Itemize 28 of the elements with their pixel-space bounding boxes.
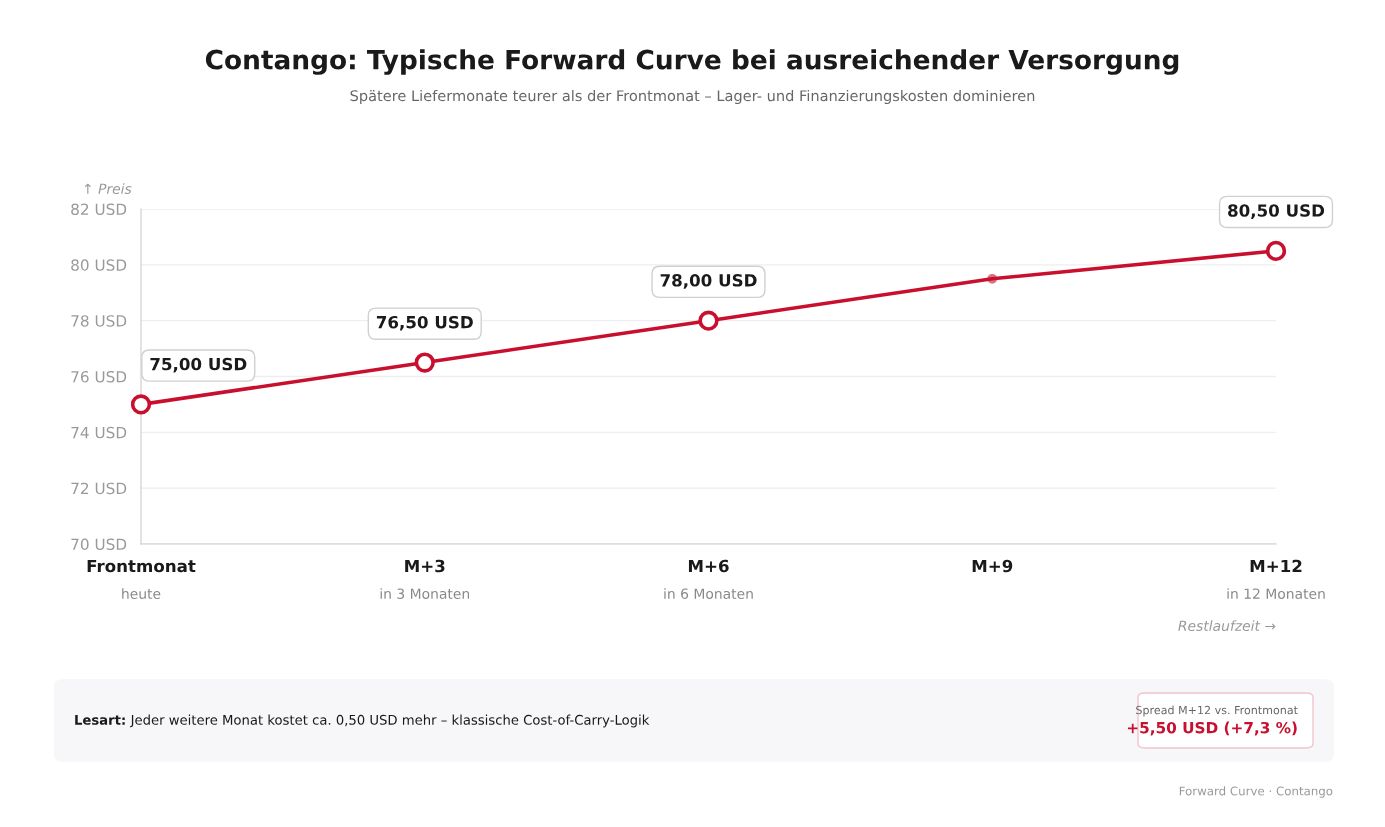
point bbox=[130, 394, 152, 415]
x-tick-label: M+12 in 12 Monaten bbox=[1227, 559, 1325, 599]
data-label: 76,50 USD bbox=[376, 315, 473, 331]
y-axis-title: ↑ Preis bbox=[84, 183, 132, 195]
point bbox=[1265, 240, 1287, 262]
point bbox=[414, 352, 435, 373]
data-label: 78,00 USD bbox=[660, 274, 757, 289]
y-tick-label: 70 USD bbox=[71, 538, 127, 551]
chart-title: Contango: Typische Forward Curve bei ausreichender Versorgung bbox=[205, 49, 1179, 75]
x-tick-label: Frontmonat heute bbox=[87, 559, 196, 599]
text: +5,50 USD (+7,3 %) bbox=[1127, 721, 1297, 736]
y-tick-label: 72 USD bbox=[71, 482, 127, 495]
data-label: 75,00 USD bbox=[150, 357, 247, 373]
y-tick-label: 80 USD bbox=[71, 259, 127, 271]
y-tick-label: 76 USD bbox=[71, 370, 127, 383]
x-tick-label: M+3 in 3 Monaten bbox=[380, 559, 470, 599]
y-tick-label: 82 USD bbox=[71, 203, 127, 216]
x-tick-label: M+6 in 6 Monaten bbox=[664, 559, 753, 599]
text: Spread M+12 vs. Frontmonat bbox=[1136, 705, 1298, 717]
x-axis-title: Restlaufzeit → bbox=[1178, 620, 1276, 632]
y-tick-label: 74 USD bbox=[71, 426, 127, 439]
x-tick-label: M+9 bbox=[972, 559, 1013, 573]
data-label: 80,50 USD bbox=[1228, 204, 1325, 219]
chart-subtitle: Spätere Liefermonate teurer als der Frontmonat – Lager- und Finanzierungskosten dominieren bbox=[350, 89, 1035, 105]
text: Lesart: Jeder weitere Monat kostet ca. 0,50 USD mehr – klassische Cost-of-Carry-Logik bbox=[75, 714, 650, 728]
point bbox=[698, 310, 719, 331]
text: Forward Curve · Contango bbox=[1179, 786, 1333, 798]
y-tick-label: 78 USD bbox=[71, 315, 127, 327]
